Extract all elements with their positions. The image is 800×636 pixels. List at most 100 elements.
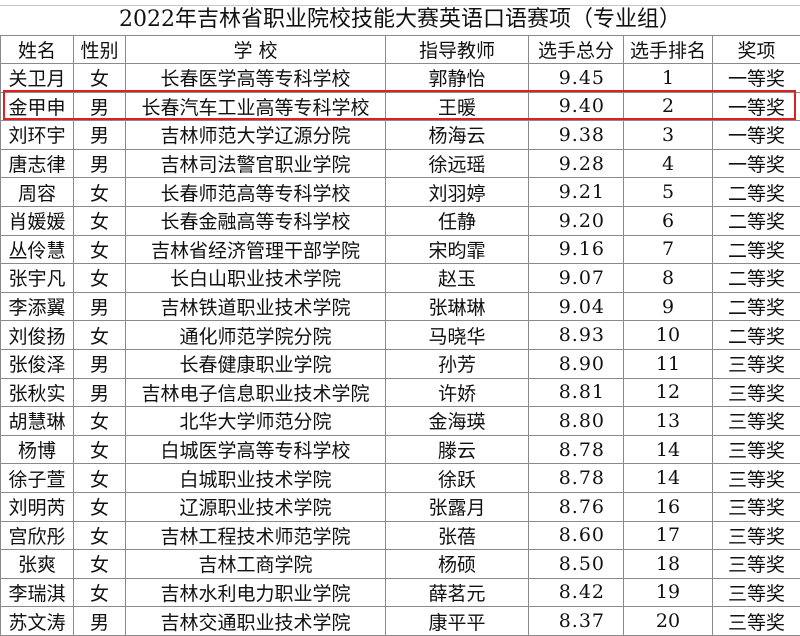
cell-instructor[interactable]: 许娇: [386, 378, 529, 407]
cell-award[interactable]: 二等奖: [713, 321, 800, 350]
cell-school[interactable]: 吉林电子信息职业技术学院: [126, 378, 386, 407]
cell-award[interactable]: 三等奖: [713, 435, 800, 464]
cell-school[interactable]: 北华大学师范分院: [126, 407, 386, 436]
cell-gender[interactable]: 男: [74, 92, 126, 121]
cell-name[interactable]: 张宇凡: [1, 264, 74, 293]
cell-instructor[interactable]: 孙芳: [386, 349, 529, 378]
cell-gender[interactable]: 男: [74, 292, 126, 321]
cell-instructor[interactable]: 宋昀霏: [386, 235, 529, 264]
cell-gender[interactable]: 女: [74, 521, 126, 550]
cell-gender[interactable]: 女: [74, 321, 126, 350]
cell-award[interactable]: 一等奖: [713, 149, 800, 178]
cell-rank[interactable]: 11: [624, 349, 713, 378]
cell-rank[interactable]: 9: [624, 292, 713, 321]
cell-award[interactable]: 二等奖: [713, 235, 800, 264]
cell-award[interactable]: 三等奖: [713, 607, 800, 636]
cell-gender[interactable]: 女: [74, 178, 126, 207]
cell-rank[interactable]: 10: [624, 321, 713, 350]
cell-award[interactable]: 二等奖: [713, 264, 800, 293]
cell-rank[interactable]: 16: [624, 492, 713, 521]
cell-name[interactable]: 李瑞淇: [1, 578, 74, 607]
cell-gender[interactable]: 女: [74, 550, 126, 579]
cell-award[interactable]: 三等奖: [713, 349, 800, 378]
cell-gender[interactable]: 女: [74, 264, 126, 293]
cell-instructor[interactable]: 赵玉: [386, 264, 529, 293]
cell-school[interactable]: 吉林司法警官职业学院: [126, 149, 386, 178]
cell-name[interactable]: 刘俊扬: [1, 321, 74, 350]
cell-name[interactable]: 刘环宇: [1, 121, 74, 150]
cell-score[interactable]: 8.93: [529, 321, 624, 350]
cell-name[interactable]: 唐志律: [1, 149, 74, 178]
cell-score[interactable]: 9.07: [529, 264, 624, 293]
cell-gender[interactable]: 女: [74, 464, 126, 493]
cell-name[interactable]: 肖媛媛: [1, 206, 74, 235]
header-gender[interactable]: 性别: [74, 36, 126, 64]
cell-school[interactable]: 吉林工程技术师范学院: [126, 521, 386, 550]
cell-instructor[interactable]: 马晓华: [386, 321, 529, 350]
cell-score[interactable]: 8.80: [529, 407, 624, 436]
cell-award[interactable]: 三等奖: [713, 492, 800, 521]
header-rank[interactable]: 选手排名: [624, 36, 713, 64]
cell-name[interactable]: 关卫月: [1, 64, 74, 93]
sheet-title[interactable]: 2022年吉林省职业院校技能大赛英语口语赛项（专业组）: [0, 5, 800, 36]
cell-award[interactable]: 三等奖: [713, 550, 800, 579]
cell-instructor[interactable]: 滕云: [386, 435, 529, 464]
cell-award[interactable]: 三等奖: [713, 521, 800, 550]
cell-rank[interactable]: 18: [624, 550, 713, 579]
cell-instructor[interactable]: 金海瑛: [386, 407, 529, 436]
cell-name[interactable]: 张俊泽: [1, 349, 74, 378]
cell-score[interactable]: 8.81: [529, 378, 624, 407]
header-school[interactable]: 学 校: [126, 36, 386, 64]
cell-score[interactable]: 8.42: [529, 578, 624, 607]
cell-gender[interactable]: 女: [74, 492, 126, 521]
cell-school[interactable]: 辽源职业技术学院: [126, 492, 386, 521]
cell-instructor[interactable]: 任静: [386, 206, 529, 235]
cell-instructor[interactable]: 徐远瑶: [386, 149, 529, 178]
cell-name[interactable]: 金甲申: [1, 92, 74, 121]
cell-award[interactable]: 三等奖: [713, 578, 800, 607]
cell-gender[interactable]: 女: [74, 407, 126, 436]
cell-score[interactable]: 9.45: [529, 64, 624, 93]
cell-gender[interactable]: 女: [74, 64, 126, 93]
cell-rank[interactable]: 20: [624, 607, 713, 636]
header-score[interactable]: 选手总分: [529, 36, 624, 64]
cell-instructor[interactable]: 康平平: [386, 607, 529, 636]
cell-instructor[interactable]: 薛茗元: [386, 578, 529, 607]
header-award[interactable]: 奖项: [713, 36, 800, 64]
cell-score[interactable]: 8.90: [529, 349, 624, 378]
cell-rank[interactable]: 2: [624, 92, 713, 121]
cell-award[interactable]: 一等奖: [713, 121, 800, 150]
cell-rank[interactable]: 5: [624, 178, 713, 207]
cell-score[interactable]: 9.28: [529, 149, 624, 178]
cell-score[interactable]: 9.04: [529, 292, 624, 321]
cell-score[interactable]: 8.50: [529, 550, 624, 579]
cell-award[interactable]: 一等奖: [713, 64, 800, 93]
cell-school[interactable]: 长春师范高等专科学校: [126, 178, 386, 207]
cell-rank[interactable]: 13: [624, 407, 713, 436]
cell-instructor[interactable]: 徐跃: [386, 464, 529, 493]
cell-gender[interactable]: 女: [74, 206, 126, 235]
cell-score[interactable]: 9.38: [529, 121, 624, 150]
cell-rank[interactable]: 8: [624, 264, 713, 293]
cell-gender[interactable]: 男: [74, 121, 126, 150]
cell-rank[interactable]: 14: [624, 435, 713, 464]
cell-score[interactable]: 9.40: [529, 92, 624, 121]
cell-rank[interactable]: 19: [624, 578, 713, 607]
cell-instructor[interactable]: 张蓓: [386, 521, 529, 550]
cell-name[interactable]: 刘明芮: [1, 492, 74, 521]
cell-rank[interactable]: 3: [624, 121, 713, 150]
cell-name[interactable]: 张秋实: [1, 378, 74, 407]
cell-school[interactable]: 通化师范学院分院: [126, 321, 386, 350]
cell-gender[interactable]: 女: [74, 435, 126, 464]
cell-gender[interactable]: 男: [74, 607, 126, 636]
cell-award[interactable]: 二等奖: [713, 178, 800, 207]
cell-instructor[interactable]: 张露月: [386, 492, 529, 521]
cell-score[interactable]: 8.78: [529, 435, 624, 464]
header-name[interactable]: 姓名: [1, 36, 74, 64]
cell-school[interactable]: 吉林水利电力职业学院: [126, 578, 386, 607]
cell-instructor[interactable]: 郭静怡: [386, 64, 529, 93]
cell-score[interactable]: 9.20: [529, 206, 624, 235]
cell-name[interactable]: 宫欣彤: [1, 521, 74, 550]
cell-name[interactable]: 丛伶慧: [1, 235, 74, 264]
cell-school[interactable]: 长春医学高等专科学校: [126, 64, 386, 93]
